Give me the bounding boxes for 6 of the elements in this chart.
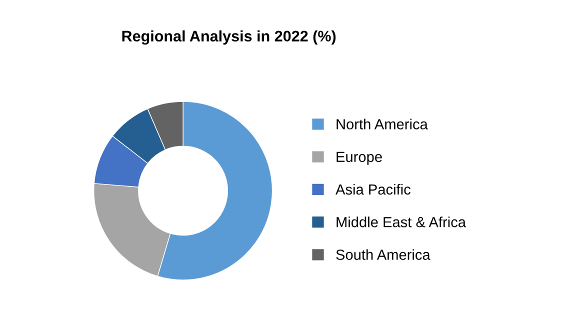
legend-label: Asia Pacific <box>336 184 410 195</box>
legend-label: Middle East & Africa <box>336 216 466 228</box>
chart-title: Regional Analysis in 2022 (%) <box>122 30 336 45</box>
legend-label: North America <box>336 118 428 130</box>
legend-label: Europe <box>336 152 382 165</box>
legend-label: South America <box>336 249 430 260</box>
